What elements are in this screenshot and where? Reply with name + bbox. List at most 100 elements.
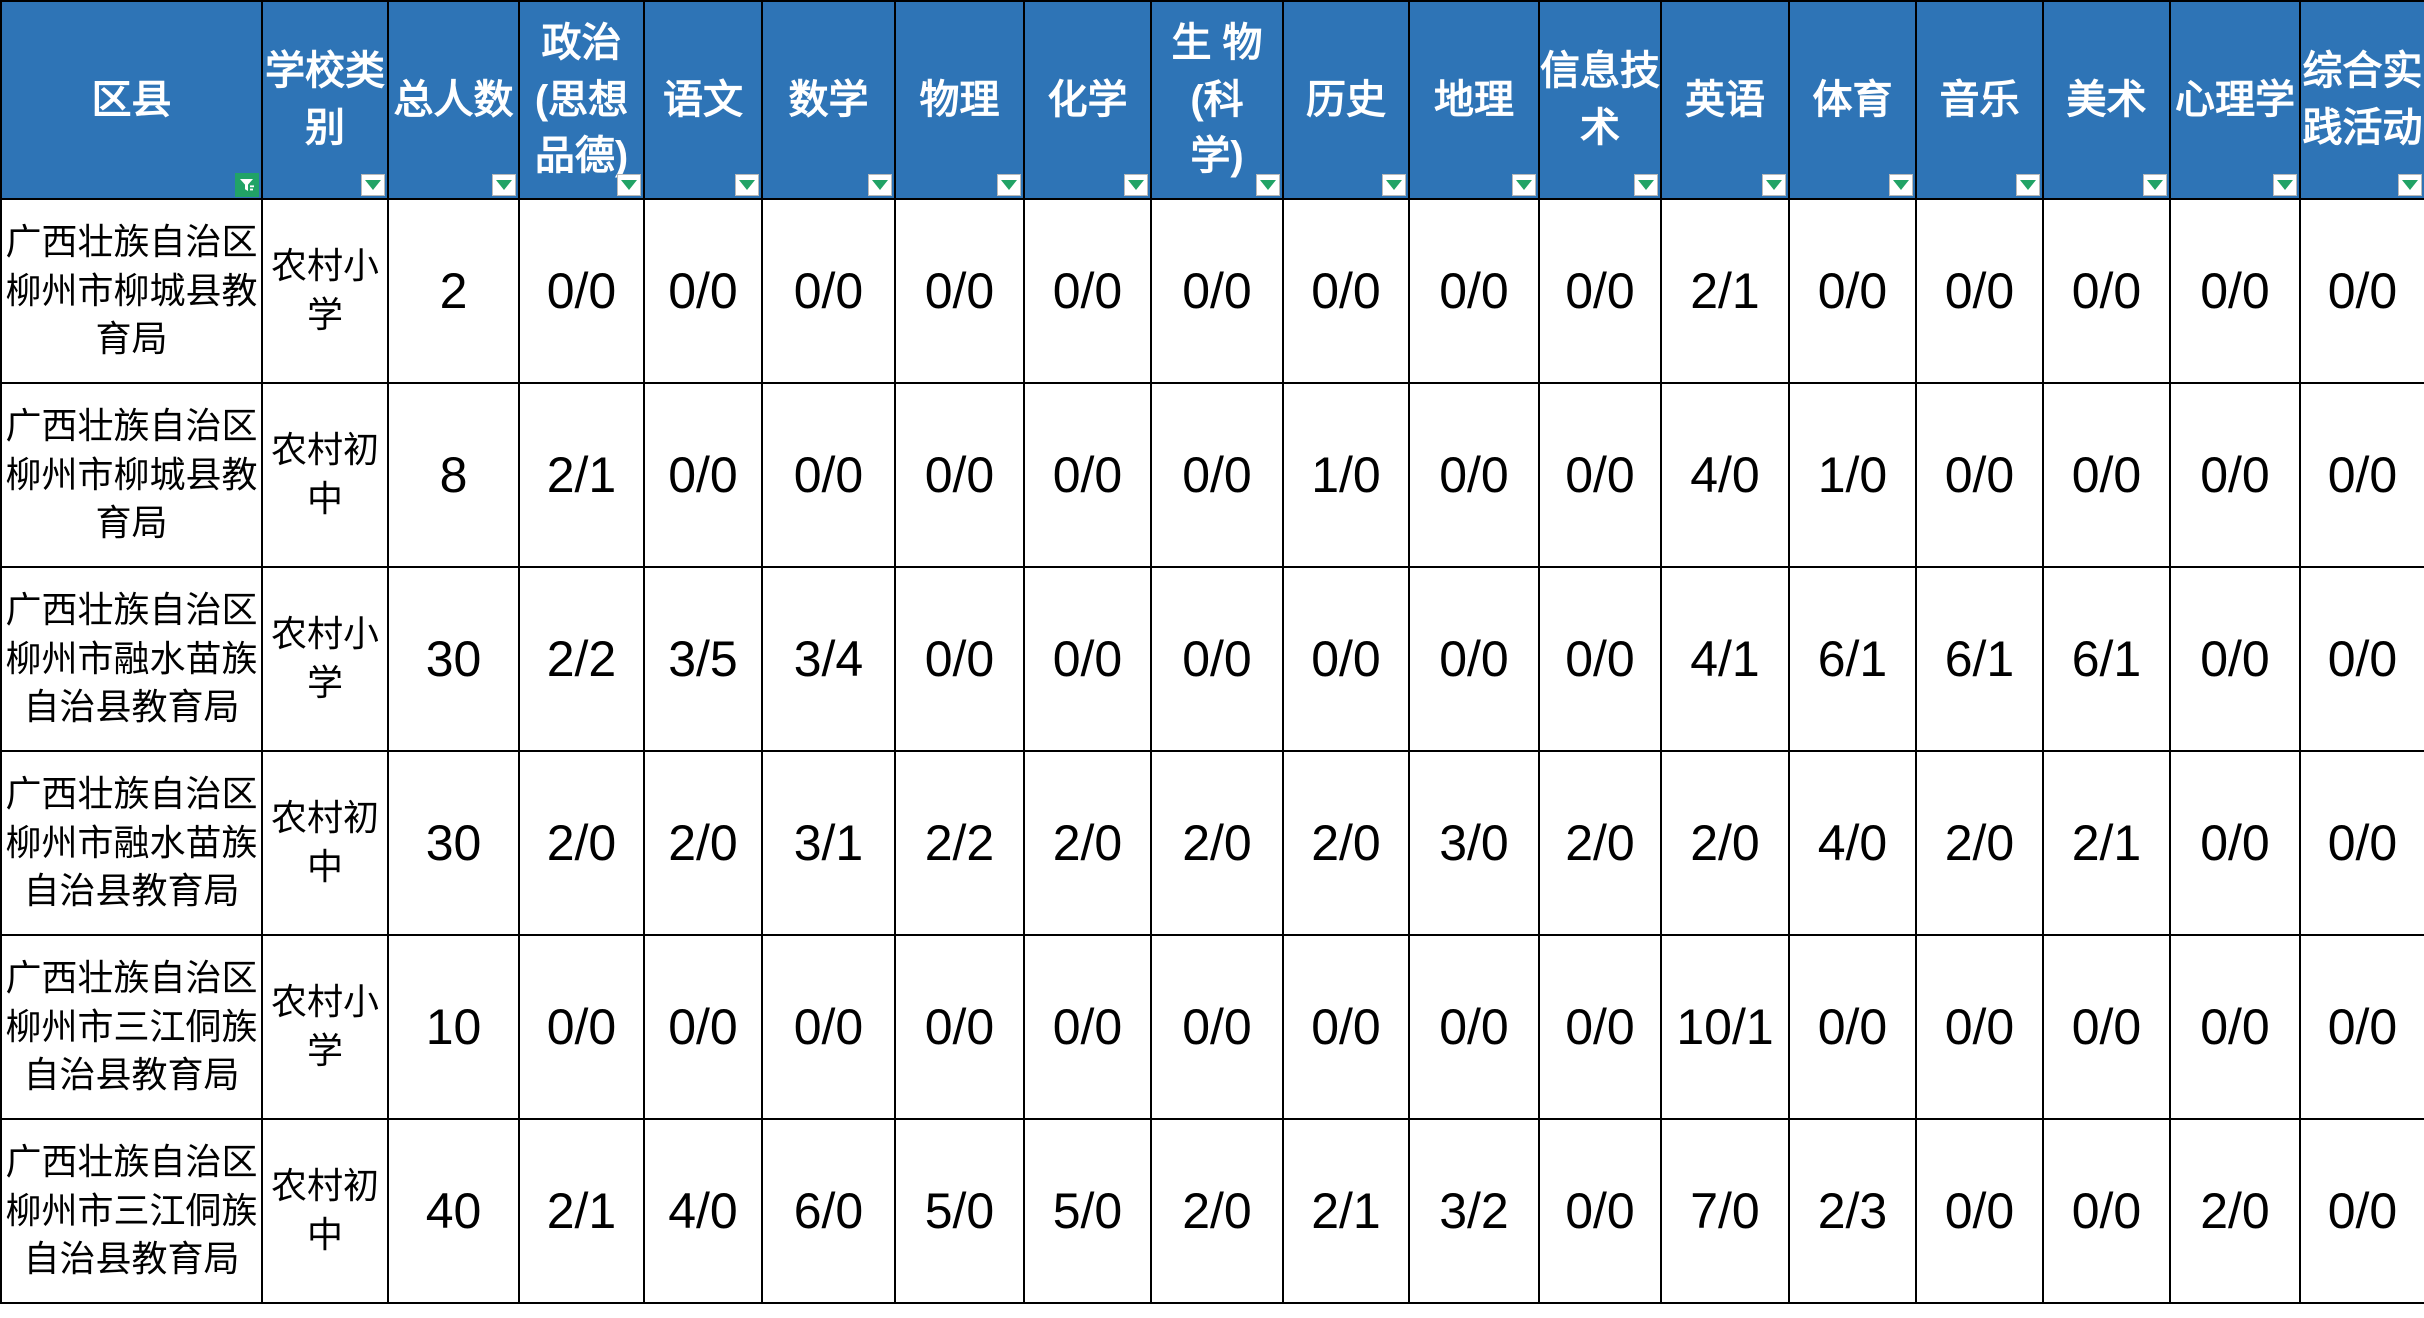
- cell-subject-4[interactable]: 0/0: [894, 566, 1025, 752]
- cell-subject-4[interactable]: 0/0: [894, 382, 1025, 568]
- cell-subject-13[interactable]: 6/1: [2042, 566, 2171, 752]
- cell-subject-11[interactable]: 6/1: [1788, 566, 1917, 752]
- cell-subject-14[interactable]: 0/0: [2169, 198, 2301, 384]
- cell-subject-9[interactable]: 0/0: [1538, 566, 1662, 752]
- cell-subject-9[interactable]: 0/0: [1538, 934, 1662, 1120]
- cell-subject-12[interactable]: 0/0: [1915, 934, 2044, 1120]
- filter-dropdown-button[interactable]: [1889, 174, 1913, 196]
- filter-dropdown-button[interactable]: [997, 174, 1021, 196]
- cell-subject-6[interactable]: 0/0: [1150, 934, 1284, 1120]
- filter-dropdown-button[interactable]: [1382, 174, 1406, 196]
- cell-subject-1[interactable]: 0/0: [518, 934, 645, 1120]
- cell-subject-1[interactable]: 2/0: [518, 750, 645, 936]
- cell-school-type[interactable]: 农村小 学: [261, 934, 389, 1120]
- filter-dropdown-button[interactable]: [2273, 174, 2297, 196]
- cell-district[interactable]: 广西壮族自治区 柳州市柳城县教 育局: [0, 198, 263, 384]
- cell-subject-8[interactable]: 0/0: [1408, 382, 1540, 568]
- cell-subject-13[interactable]: 0/0: [2042, 1118, 2171, 1304]
- cell-subject-11[interactable]: 1/0: [1788, 382, 1917, 568]
- cell-subject-6[interactable]: 2/0: [1150, 750, 1284, 936]
- cell-subject-15[interactable]: 0/0: [2299, 1118, 2424, 1304]
- cell-school-type[interactable]: 农村初 中: [261, 382, 389, 568]
- cell-subject-8[interactable]: 3/2: [1408, 1118, 1540, 1304]
- cell-total[interactable]: 30: [387, 566, 520, 752]
- cell-subject-10[interactable]: 4/1: [1660, 566, 1790, 752]
- cell-district[interactable]: 广西壮族自治区 柳州市融水苗族 自治县教育局: [0, 566, 263, 752]
- cell-subject-14[interactable]: 2/0: [2169, 1118, 2301, 1304]
- cell-subject-1[interactable]: 0/0: [518, 198, 645, 384]
- cell-subject-5[interactable]: 0/0: [1023, 934, 1152, 1120]
- cell-subject-11[interactable]: 0/0: [1788, 934, 1917, 1120]
- filter-dropdown-button[interactable]: [2016, 174, 2040, 196]
- filter-dropdown-button[interactable]: [1512, 174, 1536, 196]
- cell-school-type[interactable]: 农村小 学: [261, 566, 389, 752]
- cell-subject-2[interactable]: 0/0: [643, 934, 763, 1120]
- cell-subject-6[interactable]: 0/0: [1150, 566, 1284, 752]
- filter-dropdown-button[interactable]: [492, 174, 516, 196]
- cell-subject-1[interactable]: 2/1: [518, 1118, 645, 1304]
- filter-dropdown-button[interactable]: [2143, 174, 2167, 196]
- cell-subject-6[interactable]: 0/0: [1150, 382, 1284, 568]
- cell-subject-10[interactable]: 7/0: [1660, 1118, 1790, 1304]
- cell-subject-7[interactable]: 2/1: [1282, 1118, 1410, 1304]
- cell-subject-5[interactable]: 2/0: [1023, 750, 1152, 936]
- cell-subject-3[interactable]: 3/1: [761, 750, 896, 936]
- cell-subject-4[interactable]: 2/2: [894, 750, 1025, 936]
- cell-subject-9[interactable]: 0/0: [1538, 1118, 1662, 1304]
- cell-district[interactable]: 广西壮族自治区 柳州市柳城县教 育局: [0, 382, 263, 568]
- cell-subject-3[interactable]: 3/4: [761, 566, 896, 752]
- cell-subject-8[interactable]: 0/0: [1408, 198, 1540, 384]
- cell-subject-15[interactable]: 0/0: [2299, 566, 2424, 752]
- cell-district[interactable]: 广西壮族自治区 柳州市三江侗族 自治县教育局: [0, 1118, 263, 1304]
- cell-subject-14[interactable]: 0/0: [2169, 566, 2301, 752]
- cell-total[interactable]: 2: [387, 198, 520, 384]
- cell-subject-9[interactable]: 0/0: [1538, 198, 1662, 384]
- cell-subject-2[interactable]: 2/0: [643, 750, 763, 936]
- cell-subject-5[interactable]: 0/0: [1023, 382, 1152, 568]
- cell-subject-2[interactable]: 4/0: [643, 1118, 763, 1304]
- filter-dropdown-button[interactable]: [1124, 174, 1148, 196]
- cell-subject-11[interactable]: 0/0: [1788, 198, 1917, 384]
- filter-dropdown-button[interactable]: [1634, 174, 1658, 196]
- cell-subject-1[interactable]: 2/2: [518, 566, 645, 752]
- cell-subject-8[interactable]: 3/0: [1408, 750, 1540, 936]
- cell-subject-15[interactable]: 0/0: [2299, 382, 2424, 568]
- cell-total[interactable]: 8: [387, 382, 520, 568]
- filter-applied-button[interactable]: [235, 173, 259, 197]
- cell-subject-5[interactable]: 0/0: [1023, 198, 1152, 384]
- cell-subject-6[interactable]: 2/0: [1150, 1118, 1284, 1304]
- cell-subject-3[interactable]: 0/0: [761, 934, 896, 1120]
- cell-subject-13[interactable]: 2/1: [2042, 750, 2171, 936]
- cell-subject-14[interactable]: 0/0: [2169, 934, 2301, 1120]
- cell-subject-15[interactable]: 0/0: [2299, 198, 2424, 384]
- cell-subject-12[interactable]: 2/0: [1915, 750, 2044, 936]
- cell-subject-12[interactable]: 6/1: [1915, 566, 2044, 752]
- cell-subject-13[interactable]: 0/0: [2042, 382, 2171, 568]
- filter-dropdown-button[interactable]: [2398, 174, 2422, 196]
- cell-district[interactable]: 广西壮族自治区 柳州市融水苗族 自治县教育局: [0, 750, 263, 936]
- cell-subject-7[interactable]: 1/0: [1282, 382, 1410, 568]
- cell-subject-3[interactable]: 0/0: [761, 382, 896, 568]
- filter-dropdown-button[interactable]: [735, 174, 759, 196]
- cell-subject-15[interactable]: 0/0: [2299, 934, 2424, 1120]
- filter-dropdown-button[interactable]: [617, 174, 641, 196]
- cell-subject-2[interactable]: 0/0: [643, 198, 763, 384]
- cell-school-type[interactable]: 农村初 中: [261, 750, 389, 936]
- cell-subject-7[interactable]: 0/0: [1282, 566, 1410, 752]
- filter-dropdown-button[interactable]: [1762, 174, 1786, 196]
- cell-subject-8[interactable]: 0/0: [1408, 566, 1540, 752]
- cell-subject-5[interactable]: 5/0: [1023, 1118, 1152, 1304]
- cell-subject-7[interactable]: 0/0: [1282, 934, 1410, 1120]
- cell-subject-14[interactable]: 0/0: [2169, 750, 2301, 936]
- cell-subject-6[interactable]: 0/0: [1150, 198, 1284, 384]
- cell-subject-3[interactable]: 6/0: [761, 1118, 896, 1304]
- cell-subject-4[interactable]: 5/0: [894, 1118, 1025, 1304]
- cell-subject-14[interactable]: 0/0: [2169, 382, 2301, 568]
- cell-total[interactable]: 40: [387, 1118, 520, 1304]
- cell-subject-11[interactable]: 4/0: [1788, 750, 1917, 936]
- cell-subject-3[interactable]: 0/0: [761, 198, 896, 384]
- cell-subject-1[interactable]: 2/1: [518, 382, 645, 568]
- cell-subject-10[interactable]: 4/0: [1660, 382, 1790, 568]
- cell-total[interactable]: 10: [387, 934, 520, 1120]
- cell-subject-15[interactable]: 0/0: [2299, 750, 2424, 936]
